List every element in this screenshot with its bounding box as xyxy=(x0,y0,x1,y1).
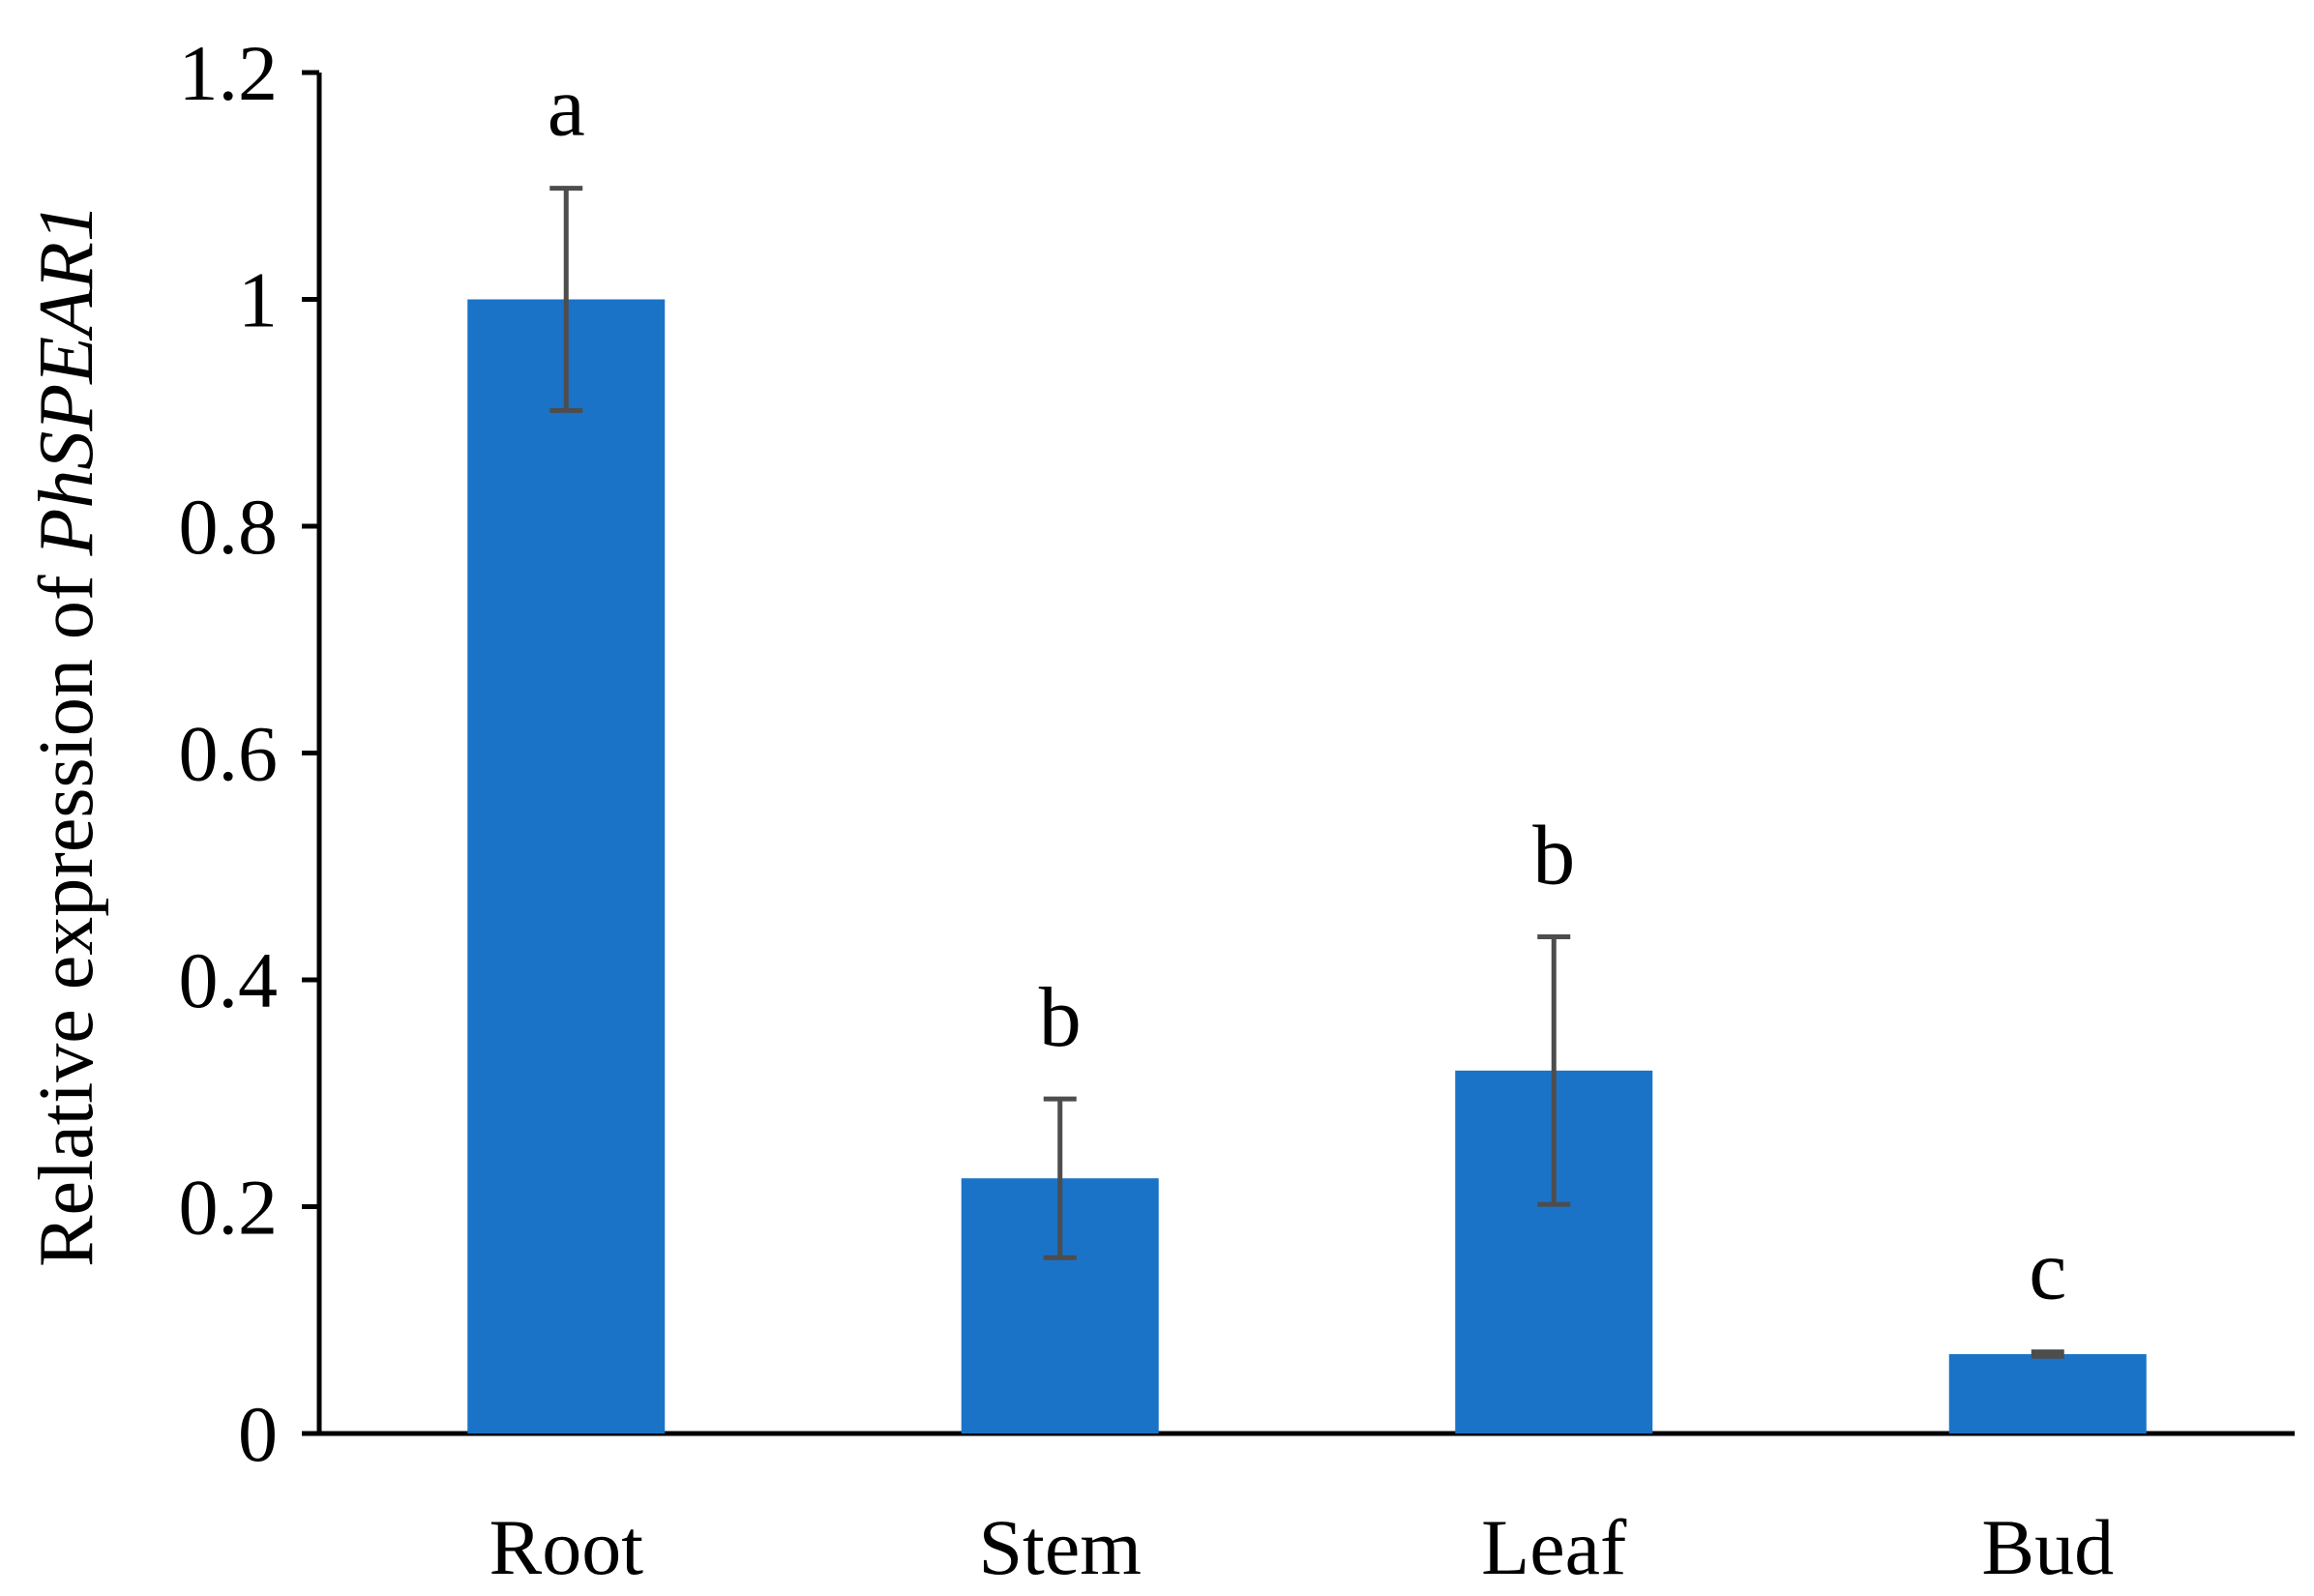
x-tick-label-stem: Stem xyxy=(978,1503,1142,1591)
y-axis-label: Relative expression of PhSPEAR1 xyxy=(24,203,109,1267)
y-tick-label: 1.2 xyxy=(179,29,279,117)
y-axis-label-text: Relative expression of xyxy=(24,555,109,1266)
error-bar-leaf xyxy=(1537,933,1571,1207)
x-tick-label-bud: Bud xyxy=(1981,1503,2114,1591)
y-tick-label: 0.8 xyxy=(179,483,279,571)
error-bar-bud xyxy=(2031,1349,2064,1359)
bar-bud xyxy=(1948,1353,2147,1433)
bars xyxy=(467,299,2147,1433)
error-bars xyxy=(549,186,2064,1359)
y-tick-label: 1 xyxy=(238,256,278,344)
y-tick-label: 0.6 xyxy=(179,710,279,798)
significance-label-stem: b xyxy=(1039,971,1082,1065)
significance-label-bud: c xyxy=(2029,1225,2066,1318)
bar-root xyxy=(467,299,666,1433)
y-axis-label-gene: PhSPEAR1 xyxy=(24,203,109,556)
y-tick-label: 0 xyxy=(238,1390,278,1478)
y-axis: 0 0.2 0.4 0.6 0.8 1 1.2 xyxy=(179,29,322,1478)
x-axis: Root Stem Leaf Bud xyxy=(317,1431,2295,1591)
error-bar-root xyxy=(549,186,583,413)
y-tick-label: 0.4 xyxy=(179,936,279,1024)
x-tick-label-root: Root xyxy=(490,1503,644,1591)
labels: a b b c xyxy=(548,61,2067,1318)
x-tick-label-leaf: Leaf xyxy=(1481,1503,1627,1591)
error-bar-stem xyxy=(1043,1096,1077,1260)
significance-label-leaf: b xyxy=(1532,809,1575,902)
y-tick-label: 0.2 xyxy=(179,1164,279,1252)
significance-label-root: a xyxy=(548,61,585,155)
